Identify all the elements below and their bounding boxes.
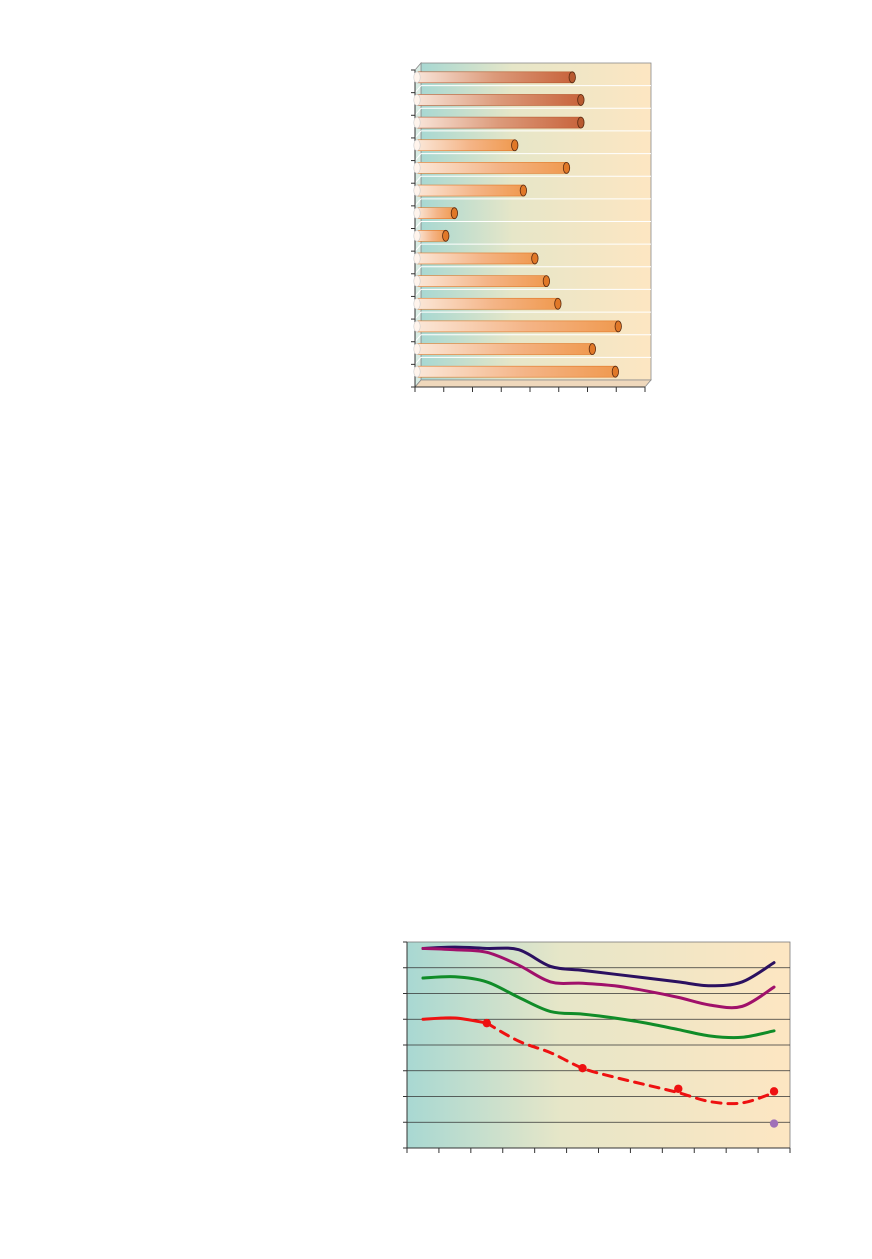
bar-10: [413, 275, 550, 288]
bar-start-cap: [413, 230, 421, 242]
horizontal-cylinder-bar-chart: [411, 61, 652, 392]
series-1-line: [421, 946, 776, 1010]
bar-body: [416, 320, 619, 333]
bar-start-cap: [413, 343, 421, 355]
bar-end-cap: [577, 116, 585, 129]
grid-line-side: [414, 85, 422, 93]
grid-line-side: [414, 357, 422, 365]
bar-body: [416, 116, 582, 129]
bar-end-cap: [531, 252, 539, 265]
bar-body: [416, 94, 582, 106]
grid-line-side: [414, 198, 422, 207]
bar-end-cap: [588, 343, 596, 355]
plot-floor: [414, 379, 652, 388]
bar-body: [416, 71, 573, 84]
bar-start-cap: [413, 116, 421, 129]
bar-end-cap: [450, 207, 458, 220]
bar-end-cap: [568, 71, 576, 84]
bar-7: [413, 207, 458, 220]
bar-body: [416, 275, 547, 287]
grid-line-side: [414, 153, 422, 161]
grid-line-side: [414, 243, 422, 252]
series-2-line: [421, 975, 776, 1040]
bar-start-cap: [413, 207, 421, 219]
series-6-marker-0: [769, 1119, 779, 1128]
multi-series-line-chart: [403, 941, 791, 1153]
series-3-line: [421, 1016, 489, 1025]
bar-start-cap: [413, 184, 421, 197]
bar-1: [413, 71, 576, 84]
series-5-marker-0: [482, 1018, 491, 1028]
bar-start-cap: [413, 71, 421, 84]
bar-11: [413, 297, 562, 310]
bar-body: [416, 139, 516, 152]
bar-start-cap: [413, 94, 421, 106]
bar-8: [413, 229, 450, 242]
bar-body: [416, 162, 567, 174]
bar-body: [416, 230, 447, 242]
bar-start-cap: [413, 252, 421, 265]
bar-end-cap: [519, 184, 527, 197]
bar-body: [416, 365, 616, 378]
bar-end-cap: [554, 297, 562, 310]
bar-start-cap: [413, 297, 421, 310]
bar-14: [413, 365, 619, 378]
grid-line-side: [414, 266, 422, 275]
bar-end-cap: [611, 365, 619, 378]
grid-line-side: [414, 221, 422, 229]
bar-9: [413, 252, 539, 265]
bar-body: [416, 207, 455, 219]
bar-end-cap: [442, 229, 450, 242]
grid-line-side: [414, 175, 422, 184]
grid-line-side: [414, 130, 422, 139]
bar-start-cap: [413, 275, 421, 287]
bar-13: [413, 343, 596, 355]
bar-start-cap: [413, 365, 421, 378]
grid-line-side: [414, 107, 422, 116]
series-0-line: [421, 945, 776, 988]
series-5-marker-1: [578, 1063, 587, 1073]
bar-start-cap: [413, 320, 421, 333]
bar-6: [413, 184, 527, 197]
series-5-marker-2: [674, 1084, 683, 1093]
bar-start-cap: [413, 162, 421, 174]
bar-12: [413, 320, 622, 333]
bar-end-cap: [542, 275, 550, 288]
bar-start-cap: [413, 139, 421, 152]
bar-end-cap: [577, 94, 585, 106]
bar-body: [416, 184, 524, 197]
grid-line-side: [414, 311, 422, 320]
bar-5: [413, 161, 571, 174]
bar-body: [416, 252, 536, 265]
series-5-marker-3: [769, 1087, 779, 1096]
bar-body: [416, 343, 593, 355]
bar-3: [413, 116, 585, 129]
bar-end-cap: [511, 139, 519, 152]
bar-4: [413, 139, 519, 152]
bar-end-cap: [614, 320, 622, 333]
grid-line-side: [414, 334, 422, 343]
bar-2: [413, 94, 585, 106]
bar-body: [416, 297, 559, 310]
series-4-line: [485, 1021, 776, 1106]
grid-line-side: [414, 289, 422, 297]
bar-end-cap: [562, 161, 571, 174]
